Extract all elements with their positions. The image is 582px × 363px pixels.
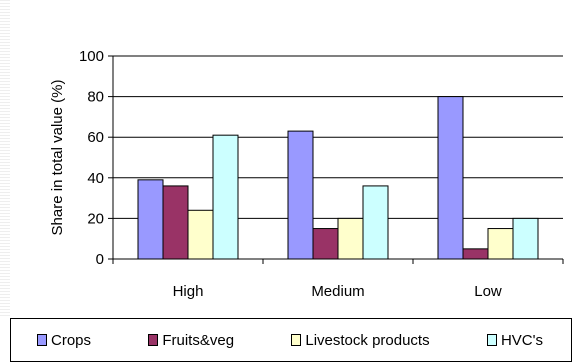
y-tick-label: 20 [87, 210, 104, 227]
bar-crops-low [437, 96, 464, 260]
x-tick-label: Low [474, 283, 502, 300]
bar-livestock-products-medium [337, 217, 364, 260]
legend-label-livestock: Livestock products [305, 331, 430, 349]
chart-legend: Crops Fruits&veg Livestock products HVC'… [10, 318, 572, 362]
legend-swatch-livestock [291, 334, 302, 346]
frame-edge [0, 0, 10, 318]
y-tick-label: 40 [87, 170, 104, 187]
legend-label-crops: Crops [51, 331, 92, 349]
legend-swatch-hvcs [486, 334, 497, 346]
y-tick-label: 100 [79, 48, 104, 65]
bar-livestock-products-high [187, 209, 214, 260]
y-tick-label: 0 [96, 251, 104, 268]
bar-fruits-veg-high [162, 185, 189, 260]
chart-canvas: 0 20 40 60 80 100 High Medium Low Share in total … [49, 48, 564, 300]
legend-item-livestock: Livestock products [291, 331, 430, 349]
bar-livestock-products-low [487, 228, 514, 260]
legend-label-fruits-veg: Fruits&veg [162, 331, 235, 349]
bar-crops-medium [287, 130, 314, 260]
legend-item-fruits-veg: Fruits&veg [148, 332, 234, 349]
y-tick-label: 60 [87, 129, 104, 146]
y-axis-label: Share in total value (%) [49, 80, 66, 236]
legend-swatch-crops [37, 334, 47, 346]
bar-crops-high [137, 179, 164, 260]
bar-hvc-s-low [512, 217, 539, 260]
bar-fruits-veg-medium [312, 228, 339, 260]
bar-hvc-s-high [212, 134, 239, 260]
legend-item-crops: Crops [37, 332, 91, 349]
legend-swatch-fruits-veg [148, 334, 159, 346]
legend-item-hvcs: HVC's [486, 331, 543, 349]
bar-fruits-veg-low [462, 248, 489, 260]
legend-label-hvcs: HVC's [500, 331, 543, 349]
x-tick-label: High [173, 283, 204, 300]
y-tick-label: 80 [87, 89, 104, 106]
x-tick-label: Medium [311, 283, 364, 300]
bar-hvc-s-medium [362, 185, 389, 260]
